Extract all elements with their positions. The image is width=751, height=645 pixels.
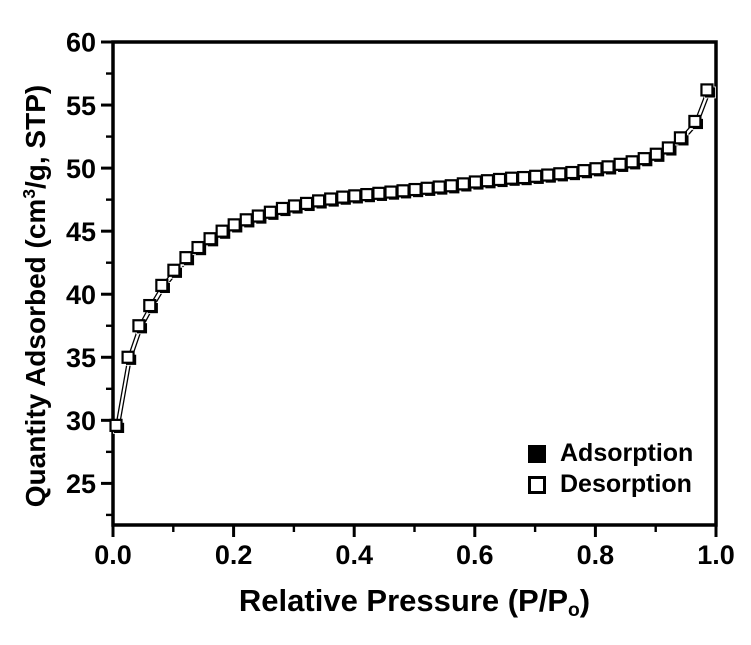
desorption-marker [673,131,688,145]
desorption-marker [360,187,374,202]
desorption-marker [336,190,350,204]
desorption-marker [408,182,422,197]
desorption-marker [553,167,567,181]
x-axis-title-text: Relative Pressure (P/P [238,583,569,618]
desorption-marker [468,175,483,189]
desorption-marker [601,160,615,174]
legend-label-adsorption: Adsorption [560,439,694,467]
desorption-marker [541,168,555,182]
legend-entry-adsorption: Adsorption [528,438,693,469]
x-tick-label: 0.8 [577,540,615,570]
desorption-marker [121,350,135,364]
desorption-marker [504,171,519,185]
desorption-marker [203,232,217,246]
x-tick-label: 0.6 [456,540,494,570]
desorption-marker [688,114,702,129]
desorption-marker [167,263,181,277]
x-tick-label: 0.0 [94,540,132,570]
desorption-marker [287,199,302,213]
desorption-line [115,89,708,426]
desorption-marker [372,186,386,200]
desorption-marker [420,181,434,195]
desorption-marker [613,157,627,171]
desorption-marker [251,209,265,223]
legend-entry-desorption: Desorption [528,469,693,500]
desorption-marker [700,83,714,97]
desorption-marker [215,224,229,238]
y-tick-label: 40 [66,280,96,310]
desorption-marker [456,177,470,191]
desorption-marker [577,164,591,178]
desorption-marker [492,172,507,187]
y-axis-title-suffix: /g, STP) [20,84,51,190]
x-axis-title-suffix: ) [579,583,591,618]
desorption-marker [384,185,398,199]
desorption-marker [312,194,326,208]
desorption-marker [227,218,241,232]
desorption-marker [191,240,205,255]
desorption-marker [637,152,651,166]
desorption-marker [239,213,253,227]
y-tick-label: 45 [66,217,96,247]
desorption-marker [432,180,446,194]
y-axis-title-text: Quantity Adsorbed (cm [20,198,51,508]
desorption-marker [132,319,146,333]
desorption-marker [661,141,675,155]
desorption-marker [109,418,123,432]
x-axis-title-subscript: o [568,600,580,622]
x-tick-label: 1.0 [697,540,735,570]
desorption-marker [625,155,639,169]
desorption-marker [348,189,362,203]
x-tick-label: 0.2 [215,540,253,570]
y-tick-label: 60 [66,28,96,58]
y-axis-title: Quantity Adsorbed (cm3/g, STP) [19,84,52,508]
adsorption-line [118,92,711,429]
x-tick-label: 0.4 [335,540,373,570]
desorption-marker [589,162,603,176]
open-square-icon [528,475,546,494]
desorption-marker [275,201,290,216]
y-tick-label: 35 [66,343,96,373]
desorption-marker [324,192,338,206]
desorption-marker [529,169,543,183]
desorption-marker [480,174,495,188]
plot-border [111,40,718,527]
desorption-marker [649,147,663,161]
y-axis-title-superscript: 3 [19,189,40,199]
desorption-marker [517,170,531,185]
legend-label-desorption: Desorption [560,470,692,498]
desorption-marker [565,165,579,180]
desorption-marker [179,251,193,265]
legend: Adsorption Desorption [528,438,693,500]
x-axis-title: Relative Pressure (P/Po) [113,583,716,622]
y-tick-label: 55 [66,91,96,121]
desorption-marker [143,298,157,313]
y-tick-label: 50 [66,154,96,184]
y-tick-label: 25 [66,469,96,499]
desorption-marker [263,205,277,219]
desorption-marker [396,184,410,198]
desorption-marker [299,196,314,211]
filled-square-icon [528,444,546,463]
desorption-marker [155,278,169,292]
desorption-marker [444,179,458,193]
y-tick-label: 30 [66,406,96,436]
